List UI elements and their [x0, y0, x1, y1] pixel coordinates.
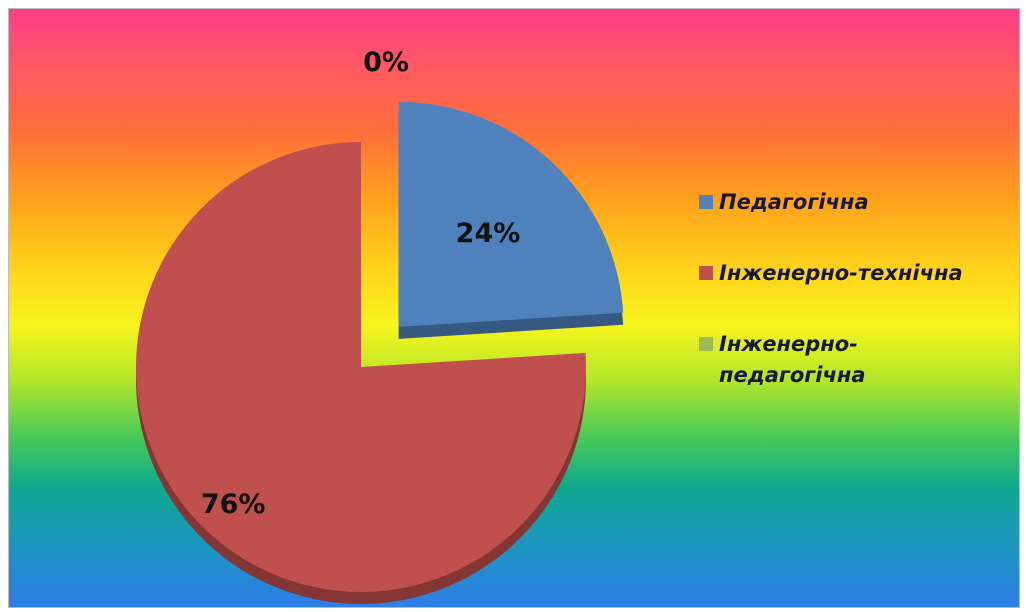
pie-chart: 24% 76% 0%	[136, 47, 624, 605]
legend-item-engineering-pedagogical: Інженерно-педагогічна	[699, 329, 1014, 391]
legend-item-pedagogical: Педагогічна	[699, 187, 1014, 218]
legend-swatch	[699, 337, 713, 351]
legend-swatch	[699, 266, 713, 280]
data-label-engineering-technical: 76%	[201, 489, 266, 520]
legend-label: Інженерно-технічна	[719, 261, 963, 285]
legend-label: Педагогічна	[719, 190, 869, 214]
pie-slices	[136, 101, 624, 605]
pie-slice-engineering-technical	[136, 142, 586, 592]
chart-area: 24% 76% 0% Педагогічна Інженерно-технічна …	[8, 8, 1020, 608]
legend-item-engineering-technical: Інженерно-технічна	[699, 258, 1014, 289]
pie-data-labels: 24% 76% 0%	[201, 47, 520, 520]
data-label-engineering-pedagogical: 0%	[363, 47, 409, 78]
data-label-pedagogical: 24%	[456, 218, 521, 249]
pie-slice-pedagogical	[398, 101, 624, 327]
chart-legend: Педагогічна Інженерно-технічна Інженерно…	[699, 187, 1014, 431]
legend-swatch	[699, 195, 713, 209]
legend-label: Інженерно-педагогічна	[719, 332, 866, 387]
